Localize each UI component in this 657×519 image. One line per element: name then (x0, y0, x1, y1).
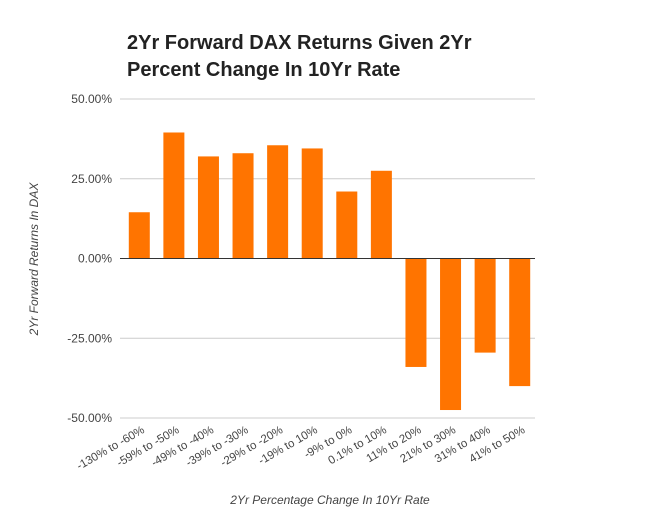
gridlines (120, 98, 535, 419)
bar (509, 258, 531, 387)
x-axis-ticks: -130% to -60%-59% to -50%-49% to -40%-39… (75, 424, 527, 472)
y-tick-label: 50.00% (71, 92, 112, 106)
bar (336, 191, 358, 259)
y-tick-label: -25.00% (67, 331, 112, 345)
chart-title-line-2: Percent Change In 10Yr Rate (127, 59, 400, 81)
bar (440, 258, 462, 411)
bar (301, 148, 323, 259)
y-tick-label: 25.00% (71, 172, 112, 186)
bar (197, 156, 219, 259)
y-axis-label: 2Yr Forward Returns In DAX (27, 182, 41, 337)
y-axis-ticks: 50.00% 25.00% 0.00% -25.00% -50.00% (67, 92, 112, 425)
y-tick-label: -50.00% (67, 411, 112, 425)
x-axis-label: 2Yr Percentage Change In 10Yr Rate (229, 493, 430, 507)
bar (163, 132, 185, 259)
bar (370, 170, 392, 259)
bars (128, 132, 531, 411)
y-tick-label: 0.00% (78, 252, 112, 266)
bar (267, 145, 289, 259)
bar (128, 212, 150, 259)
bar (232, 153, 254, 259)
bar (474, 258, 496, 353)
chart-title-line-1: 2Yr Forward DAX Returns Given 2Yr (127, 32, 472, 54)
bar (405, 258, 427, 367)
